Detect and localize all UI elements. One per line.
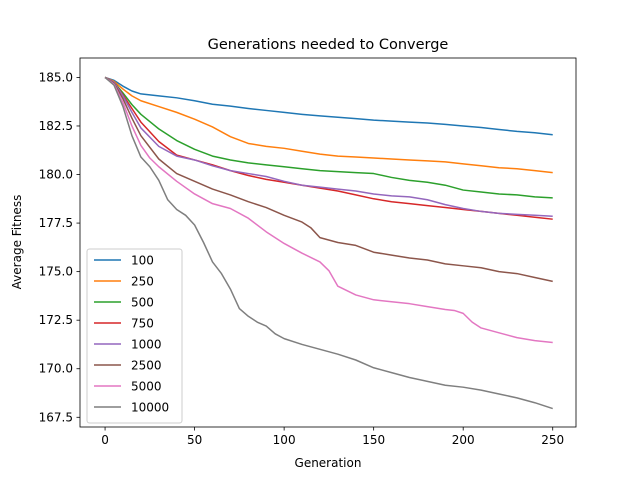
plot-lines xyxy=(104,76,553,410)
x-tick-label: 0 xyxy=(101,433,109,447)
series-line-100 xyxy=(104,76,553,136)
legend-label: 10000 xyxy=(131,401,169,415)
legend-label: 1000 xyxy=(131,338,162,352)
legend-label: 5000 xyxy=(131,380,162,394)
series-line-10000 xyxy=(104,76,553,410)
legend-label: 2500 xyxy=(131,359,162,373)
y-axis-label: Average Fitness xyxy=(10,195,24,290)
y-axis: 167.5 170.0 172.5 175.0 177.5 180.0 182.5 185.0 xyxy=(39,70,80,424)
y-tick-label: 180.0 xyxy=(39,168,73,182)
legend-box xyxy=(86,248,183,424)
series-line-2500 xyxy=(104,76,553,283)
legend: 100 250 500 750 1000 2500 5000 10000 xyxy=(86,248,183,424)
series-line-750 xyxy=(104,76,553,220)
y-tick-label: 177.5 xyxy=(39,216,73,230)
x-tick-label: 250 xyxy=(541,433,564,447)
series-line-500 xyxy=(104,76,553,199)
series-line-5000 xyxy=(104,76,553,344)
legend-label: 250 xyxy=(131,275,154,289)
y-tick-label: 175.0 xyxy=(39,265,73,279)
x-tick-label: 50 xyxy=(187,433,202,447)
y-tick-label: 185.0 xyxy=(39,70,73,84)
plot-frame xyxy=(79,57,577,428)
x-axis-label: Generation xyxy=(295,456,362,470)
x-tick-label: 200 xyxy=(452,433,475,447)
legend-label: 100 xyxy=(131,254,154,268)
x-axis: 0 50 100 150 200 250 xyxy=(101,427,564,447)
y-tick-label: 172.5 xyxy=(39,313,73,327)
legend-label: 500 xyxy=(131,296,154,310)
y-tick-label: 167.5 xyxy=(39,410,73,424)
legend-label: 750 xyxy=(131,317,154,331)
series-line-250 xyxy=(104,76,553,174)
y-tick-label: 182.5 xyxy=(39,119,73,133)
x-tick-label: 100 xyxy=(273,433,296,447)
chart-title: Generations needed to Converge xyxy=(208,37,449,53)
series-line-1000 xyxy=(104,76,553,218)
y-tick-label: 170.0 xyxy=(39,362,73,376)
x-tick-label: 150 xyxy=(362,433,385,447)
